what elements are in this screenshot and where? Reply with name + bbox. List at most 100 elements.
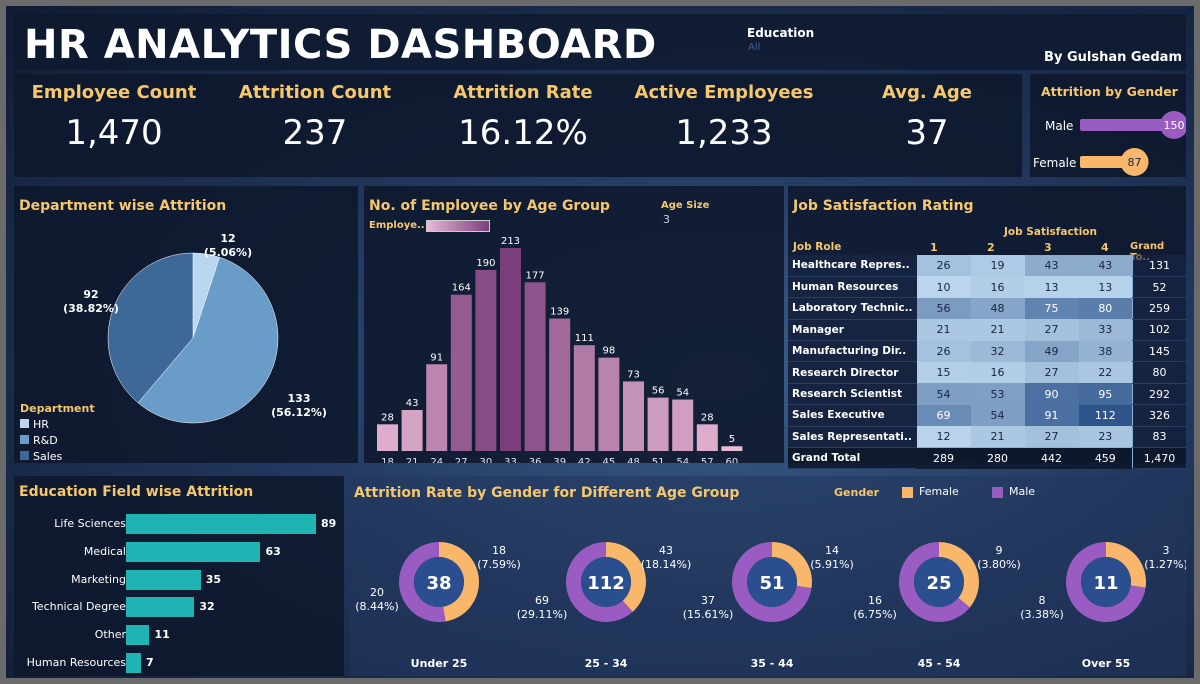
gender-label-male: Male [1045,119,1074,133]
donut-slice-male[interactable] [1066,542,1146,622]
header-panel: HR ANALYTICS DASHBOARD Education All By … [14,14,1186,70]
age-tick-label: 51 [652,457,665,463]
donut-male-value: 16 [868,594,882,607]
age-bar-48[interactable] [623,381,644,451]
edu-bar[interactable] [126,625,150,646]
donut-center [914,557,964,607]
edu-bar-value: 63 [265,544,281,558]
legend-item-sales[interactable]: Sales [20,449,62,465]
donut-center [414,557,464,607]
donut-slice-male[interactable] [399,542,446,622]
age-bar-45[interactable] [598,357,620,451]
legend-item-rd[interactable]: R&D [20,433,62,449]
donut-male-value: 8 [1039,594,1046,607]
pie-slice-sales[interactable] [107,252,194,404]
legend-item-female[interactable]: Female [902,485,959,498]
table-cell: 38 [1078,340,1133,362]
edu-bar-value: 32 [199,600,215,614]
age-bar-label: 139 [550,307,569,318]
education-filter-value[interactable]: All [748,42,761,53]
age-tick-label: 57 [701,457,714,463]
donut-group-label: 45 - 54 [918,657,961,670]
panel-title: No. of Employee by Age Group [369,198,610,214]
column-header-3: 3 [1044,241,1052,254]
legend-item-hr[interactable]: HR [20,417,62,433]
age-bar-24[interactable] [426,364,448,451]
donut-center [747,557,797,607]
donut-male-pct: (3.38%) [1020,608,1064,621]
panel-title: Department wise Attrition [19,198,227,214]
age-tick-label: 48 [627,457,640,463]
age-bar-51[interactable] [647,397,669,451]
age-group-panel: No. of Employee by Age Group Employe.. A… [364,186,784,463]
age-bar-42[interactable] [573,345,595,451]
row-label: Sales Representati.. [788,426,917,449]
age-tick-label: 42 [578,457,591,463]
edu-bar[interactable] [126,541,261,562]
pie-value-label: 133 [288,392,311,405]
row-total: 102 [1132,319,1186,342]
edu-bar-label: Marketing [71,572,126,586]
table-row[interactable]: Healthcare Repres.. 26 19 43 43 131 [788,255,1186,277]
pie-slice-rd[interactable] [137,256,279,424]
row-label: Grand Total [788,447,917,470]
edu-bar[interactable] [126,653,141,673]
donut-slice-male[interactable] [566,542,633,622]
donut-slice-male[interactable] [731,542,812,622]
age-tick-label: 33 [504,457,517,463]
age-bar-33[interactable] [500,248,521,451]
department-pie-chart: 12(5.06%) 133(56.12%) 92(38.82%) [63,232,327,424]
donut-slice-female[interactable] [606,542,646,612]
age-bar-39[interactable] [549,318,571,451]
table-cell: 16 [970,276,1025,298]
donut-slice-female[interactable] [439,542,480,622]
gender-bar-cap [1160,111,1186,139]
table-row[interactable]: Manufacturing Dir.. 26 32 49 38 145 [788,340,1186,363]
table-cell: 112 [1078,404,1133,427]
edu-bar-value: 11 [154,628,170,642]
age-bar-label: 56 [652,386,665,397]
donut-slice-female[interactable] [1106,542,1146,588]
age-bar-60[interactable] [721,446,743,451]
table-row[interactable]: Research Director 15 16 27 22 80 [788,361,1186,384]
table-row[interactable]: Research Scientist 54 53 90 95 292 [788,383,1186,406]
age-bar-21[interactable] [401,410,423,451]
age-tick-label: 24 [430,457,443,463]
kpi-avg-age: Avg. Age 37 [832,74,1022,153]
legend-swatch [902,486,913,498]
age-bar-54[interactable] [672,399,694,451]
table-row[interactable]: Laboratory Technic.. 56 48 75 80 259 [788,297,1186,320]
pie-value-label: 12 [220,232,235,245]
kpi-value: 237 [282,113,348,153]
donut-slice-female[interactable] [939,542,980,608]
kpi-value: 1,233 [675,113,773,153]
age-bar-27[interactable] [450,294,472,451]
table-cell: 80 [1078,297,1133,320]
age-bar-30[interactable] [475,269,497,451]
gender-bar-male[interactable] [1080,119,1174,131]
table-row[interactable]: Manager 21 21 27 33 102 [788,319,1186,342]
edu-bar[interactable] [126,597,195,618]
age-bar-57[interactable] [696,424,718,451]
age-bar-36[interactable] [524,282,546,451]
edu-bar[interactable] [126,569,201,590]
kpi-attrition-count: Attrition Count 237 [220,74,410,153]
table-row[interactable]: Human Resources 10 16 13 13 52 [788,276,1186,299]
age-bar-18[interactable] [377,424,398,451]
donut-slice-male[interactable] [899,542,970,622]
table-cell: 43 [1078,255,1133,277]
table-row[interactable]: Sales Representati.. 12 21 27 23 83 [788,426,1186,449]
donut-slice-female[interactable] [772,542,812,589]
edu-bar[interactable] [126,514,316,534]
table-cell: 22 [1078,361,1133,384]
row-label: Sales Executive [788,404,917,427]
gender-age-panel: Attrition Rate by Gender for Different A… [350,476,1186,676]
kpi-label: Employee Count [31,82,197,103]
legend-item-male[interactable]: Male [992,485,1035,498]
age-bar-label: 190 [476,258,495,269]
table-cell: 91 [1024,404,1079,427]
donut-group-label: Under 25 [411,657,468,670]
table-row[interactable]: Sales Executive 69 54 91 112 326 [788,404,1186,427]
kpi-label: Attrition Count [238,82,392,103]
